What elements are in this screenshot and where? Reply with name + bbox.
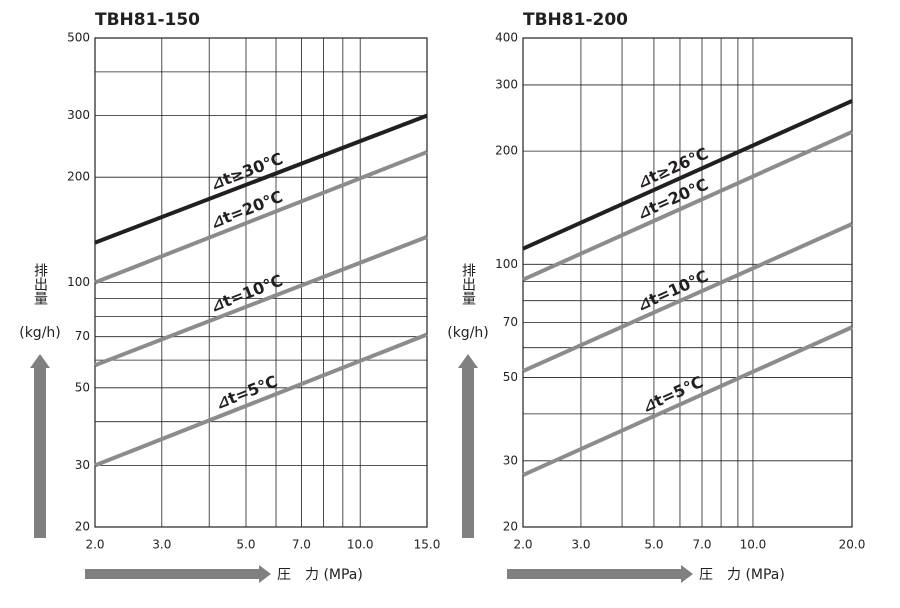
data-line: [522, 222, 853, 373]
x-arrow: [85, 565, 271, 583]
y-tick-label: 100: [67, 275, 90, 289]
y-tick-label: 200: [495, 144, 518, 158]
y-tick-label: 200: [67, 170, 90, 184]
y-tick-label: 100: [495, 257, 518, 271]
y-arrow: [458, 354, 478, 538]
x-axis-label: 圧 力 (MPa): [699, 567, 785, 583]
x-tick-label: 2.0: [513, 538, 532, 552]
y-tick-label: 500: [67, 31, 90, 45]
chart-title: TBH81-150: [95, 10, 200, 30]
y-tick-label: 300: [67, 108, 90, 122]
y-tick-label: 400: [495, 31, 518, 45]
x-tick-label: 10.0: [740, 538, 767, 552]
y-axis-unit: (kg/h): [19, 325, 61, 341]
y-axis-label: 排出量: [32, 263, 48, 305]
y-tick-label: 50: [75, 380, 90, 394]
y-tick-label: 20: [503, 520, 518, 534]
y-tick-label: 30: [75, 458, 90, 472]
y-tick-label: 30: [503, 453, 518, 467]
y-tick-label: 70: [503, 315, 518, 329]
data-line: [94, 150, 428, 285]
x-axis-label: 圧 力 (MPa): [277, 567, 363, 583]
data-line: [94, 113, 428, 245]
x-tick-label: 15.0: [414, 538, 441, 552]
data-line: [522, 130, 853, 282]
data-line: [94, 332, 428, 468]
x-tick-label: 2.0: [85, 538, 104, 552]
x-tick-label: 5.0: [236, 538, 255, 552]
x-tick-label: 5.0: [644, 538, 663, 552]
x-arrow: [507, 565, 693, 583]
y-arrow: [30, 354, 50, 538]
x-tick-label: 7.0: [292, 538, 311, 552]
x-tick-label: 3.0: [152, 538, 171, 552]
y-axis-unit: (kg/h): [447, 325, 489, 341]
data-line: [522, 99, 853, 251]
x-tick-label: 3.0: [571, 538, 590, 552]
plot-frame: [522, 37, 853, 528]
series-label: ⊿t≥30℃: [208, 149, 286, 194]
x-tick-label: 20.0: [839, 538, 866, 552]
data-line: [94, 235, 428, 368]
x-tick-label: 7.0: [692, 538, 711, 552]
data-line: [522, 325, 853, 477]
y-axis-label: 排出量: [460, 263, 476, 305]
chart-title: TBH81-200: [523, 10, 628, 30]
y-tick-label: 20: [75, 520, 90, 534]
y-tick-label: 300: [495, 77, 518, 91]
y-tick-label: 50: [503, 370, 518, 384]
y-tick-label: 70: [75, 329, 90, 343]
x-tick-label: 10.0: [347, 538, 374, 552]
series-label: ⊿t=10℃: [208, 271, 286, 316]
